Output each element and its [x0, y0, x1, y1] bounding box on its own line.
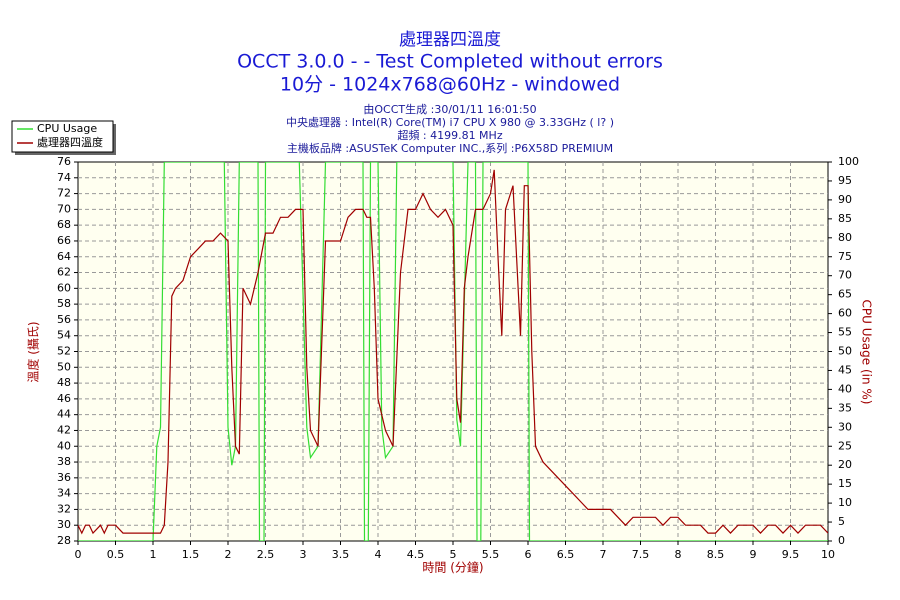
x-tick-label: 6.5: [557, 548, 575, 561]
y2-tick-label: 95: [838, 174, 852, 187]
y2-tick-label: 35: [838, 401, 852, 414]
y-tick-label: 66: [57, 234, 71, 247]
y-tick-label: 70: [57, 202, 71, 215]
y-tick-label: 40: [57, 439, 71, 452]
y-tick-label: 52: [57, 345, 71, 358]
legend: [11, 120, 114, 153]
y2-tick-label: 10: [838, 496, 852, 509]
y-tick-label: 76: [57, 155, 71, 168]
y-tick-label: 62: [57, 266, 71, 279]
chart-subtitle: OCCT 3.0.0 - - Test Completed without er…: [237, 51, 663, 73]
x-tick-label: 6: [525, 548, 532, 561]
x-tick-label: 4.5: [407, 548, 425, 561]
info-line: 由OCCT生成 :30/01/11 16:01:50: [363, 102, 536, 116]
y-tick-label: 68: [57, 218, 71, 231]
y-tick-label: 54: [57, 329, 71, 342]
x-axis-label: 時間 (分鐘): [422, 560, 483, 575]
y2-tick-label: 30: [838, 420, 852, 433]
y-tick-label: 34: [57, 487, 71, 500]
y2-tick-label: 25: [838, 439, 852, 452]
y-tick-label: 48: [57, 376, 71, 389]
y-tick-label: 28: [57, 534, 71, 547]
x-tick-label: 7: [600, 548, 607, 561]
x-tick-label: 3.5: [332, 548, 350, 561]
y-tick-label: 46: [57, 392, 71, 405]
x-tick-label: 1.5: [182, 548, 200, 561]
y2-tick-label: 70: [838, 269, 852, 282]
info-line: 超頻 : 4199.81 MHz: [397, 128, 502, 142]
y2-axis-label: CPU Usage (in %): [860, 300, 874, 405]
y-tick-label: 58: [57, 297, 71, 310]
x-tick-label: 8: [675, 548, 682, 561]
series-line: [78, 169, 828, 535]
legend-label: 處理器四溫度: [37, 135, 103, 149]
y2-tick-label: 75: [838, 250, 852, 263]
y2-tick-label: 15: [838, 477, 852, 490]
y2-tick-label: 45: [838, 363, 852, 376]
x-tick-label: 2: [225, 548, 232, 561]
x-tick-label: 8.5: [707, 548, 725, 561]
y2-tick-label: 0: [838, 534, 845, 547]
x-tick-label: 5.5: [482, 548, 500, 561]
x-tick-label: 10: [821, 548, 835, 561]
y2-tick-label: 80: [838, 231, 852, 244]
series-line: [78, 162, 828, 541]
x-tick-label: 7.5: [632, 548, 650, 561]
y-tick-label: 36: [57, 471, 71, 484]
y-tick-label: 72: [57, 187, 71, 200]
y-tick-label: 38: [57, 455, 71, 468]
y2-tick-label: 65: [838, 288, 852, 301]
y-axis-label: 溫度 (攝氏): [26, 321, 41, 382]
y2-tick-label: 90: [838, 193, 852, 206]
x-tick-label: 1: [150, 548, 157, 561]
y-tick-label: 60: [57, 281, 71, 294]
x-tick-label: 9: [750, 548, 757, 561]
info-line: 中央處理器 : Intel(R) Core(TM) i7 CPU X 980 @…: [286, 115, 614, 129]
y2-tick-label: 50: [838, 345, 852, 358]
y-tick-label: 42: [57, 423, 71, 436]
y2-tick-label: 60: [838, 307, 852, 320]
x-tick-label: 4: [375, 548, 382, 561]
y-tick-label: 50: [57, 360, 71, 373]
chart-title: 處理器四溫度: [399, 30, 501, 50]
y-tick-label: 30: [57, 518, 71, 531]
x-tick-label: 2.5: [257, 548, 275, 561]
y-tick-label: 74: [57, 171, 71, 184]
y2-tick-label: 5: [838, 515, 845, 528]
y2-tick-label: 20: [838, 458, 852, 471]
chart-subtitle: 10分 - 1024x768@60Hz - windowed: [280, 74, 620, 96]
x-tick-label: 3: [300, 548, 307, 561]
x-tick-label: 9.5: [782, 548, 800, 561]
y-tick-label: 56: [57, 313, 71, 326]
y2-tick-label: 55: [838, 326, 852, 339]
y2-tick-label: 40: [838, 382, 852, 395]
legend-label: CPU Usage: [37, 122, 97, 135]
x-tick-label: 0: [75, 548, 82, 561]
y-tick-label: 44: [57, 408, 71, 421]
y2-tick-label: 100: [838, 155, 859, 168]
y2-tick-label: 85: [838, 212, 852, 225]
info-line: 主機板品牌 :ASUSTeK Computer INC.,系列 :P6X58D …: [287, 141, 613, 155]
x-tick-label: 5: [450, 548, 457, 561]
x-tick-label: 0.5: [107, 548, 125, 561]
y-tick-label: 32: [57, 502, 71, 515]
y-tick-label: 64: [57, 250, 71, 263]
